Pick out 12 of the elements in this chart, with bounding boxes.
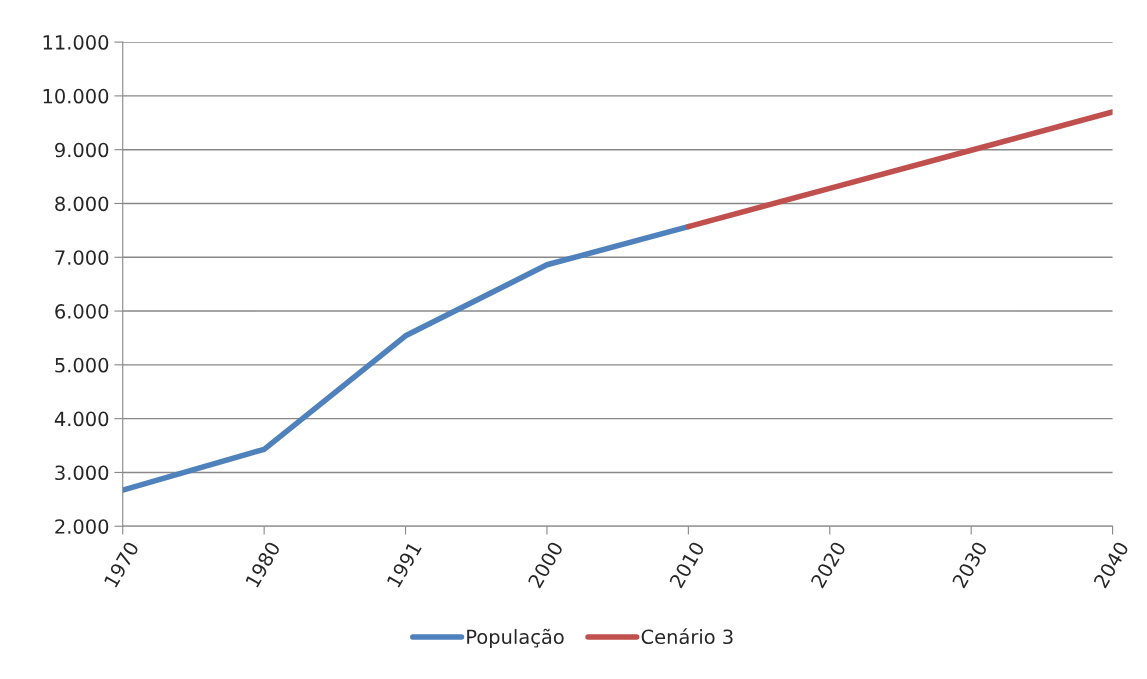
y-tick-label: 6.000 <box>55 304 109 319</box>
y-tick-label: 11.000 <box>43 35 109 50</box>
y-tick-label: 7.000 <box>55 250 109 265</box>
y-tick-label: 5.000 <box>55 357 109 373</box>
y-tick-label: 3.000 <box>55 465 109 481</box>
y-tick-label: 10.000 <box>43 88 109 104</box>
y-tick-label: 8.000 <box>55 196 109 212</box>
y-tick-label: 2.000 <box>55 519 109 534</box>
legend-label: População <box>467 628 564 648</box>
y-tick-label: 4.000 <box>54 411 109 427</box>
legend-label: Cenário 3 <box>641 628 733 645</box>
y-tick-label: 9.000 <box>55 142 109 158</box>
